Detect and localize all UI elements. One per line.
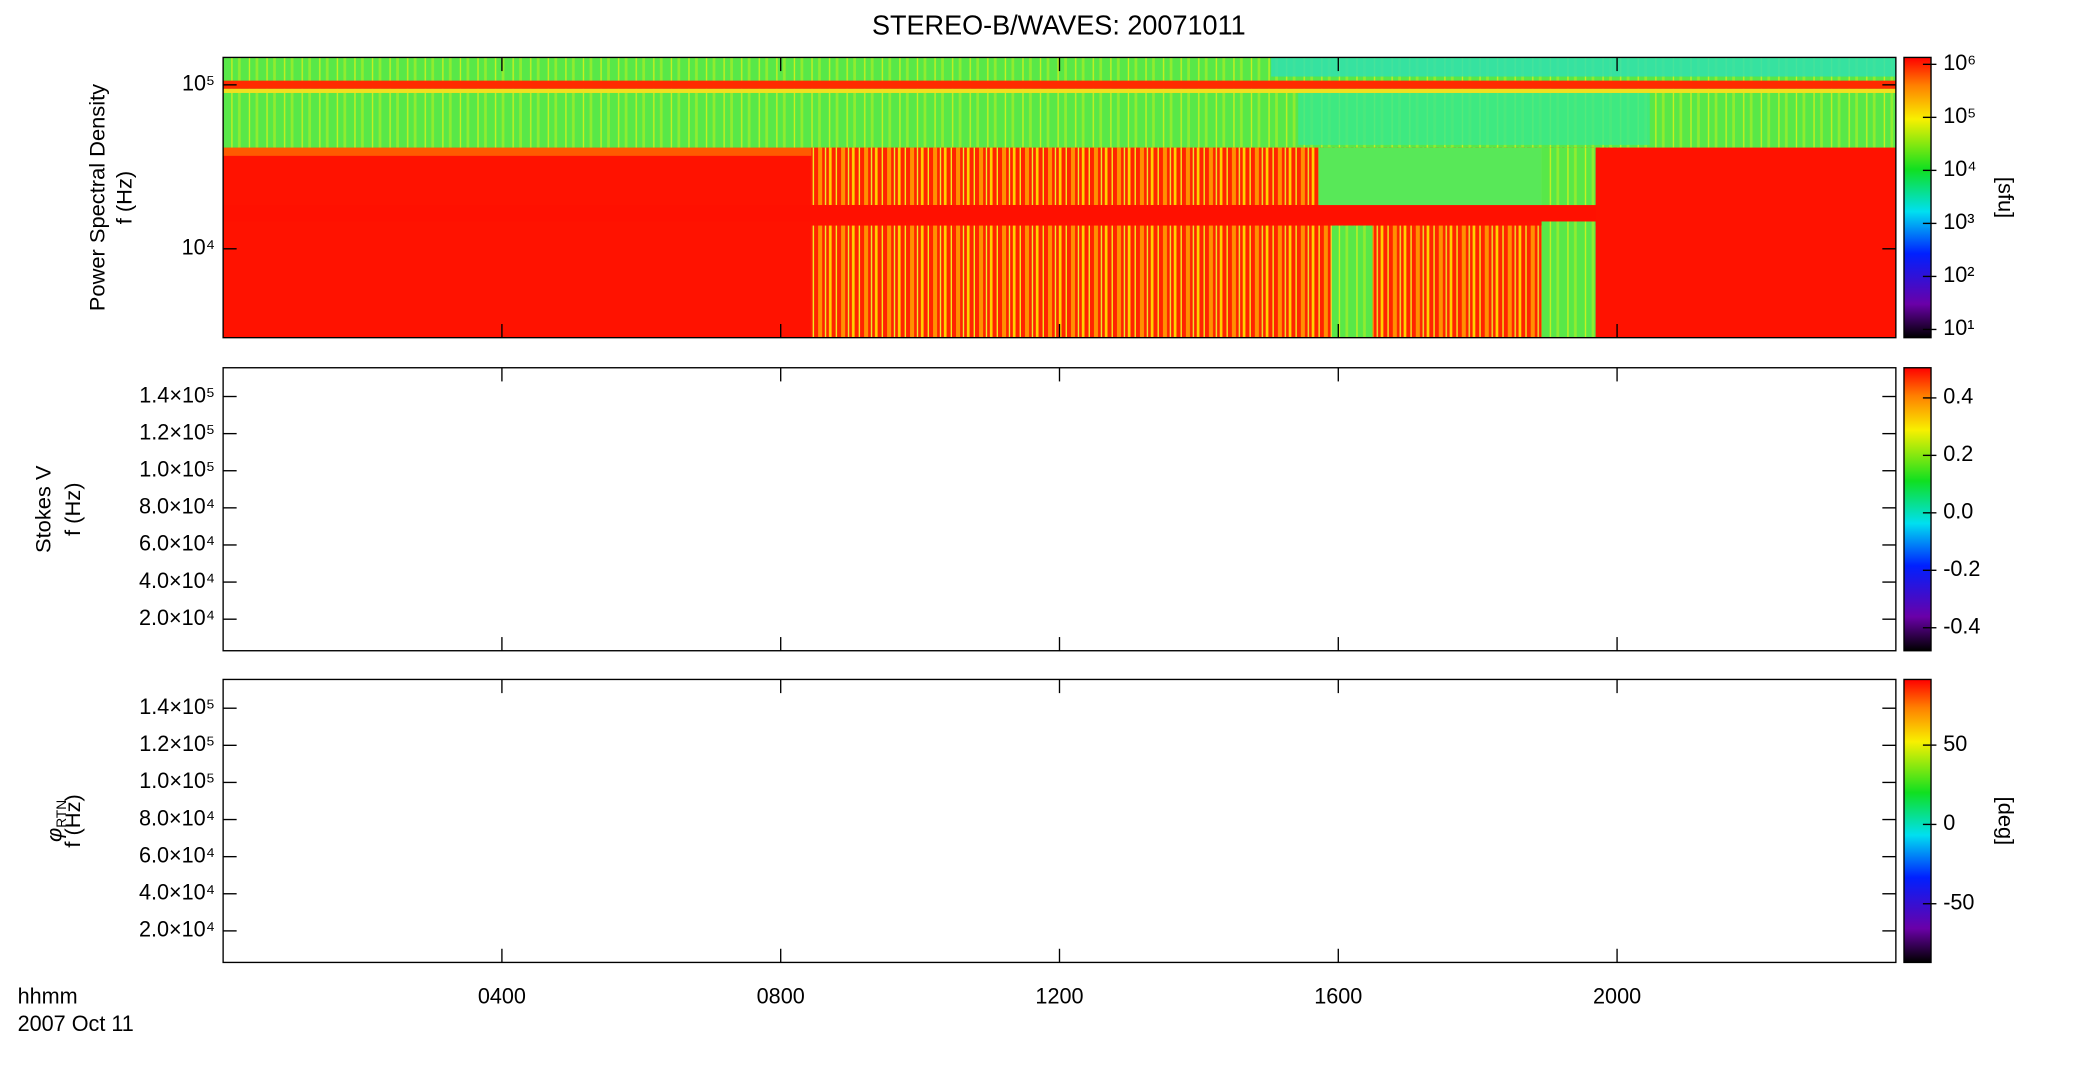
- colorbar: [1903, 57, 1932, 338]
- y-tick-label: 2.0×10⁴: [139, 605, 215, 630]
- colorbar: [1903, 679, 1932, 963]
- colorbar-tick-label: -0.4: [1943, 613, 1980, 638]
- y-tick-label: 1.2×10⁵: [139, 419, 215, 444]
- x-tick-label: 1200: [1035, 984, 1083, 1009]
- colorbar-tick-label: 10¹: [1943, 315, 1974, 340]
- plot-frame: [222, 367, 1897, 652]
- y-axis-label: Stokes V: [30, 465, 55, 553]
- y-axis-label: Power Spectral Density: [85, 84, 110, 311]
- colorbar-tick-label: 0: [1943, 810, 1955, 835]
- y-label-subscript: RTN: [54, 800, 69, 828]
- colorbar-frame: [1903, 678, 1932, 964]
- y-axis-label: f (Hz): [112, 171, 137, 224]
- colorbar-tick-label: -50: [1943, 889, 1974, 914]
- colorbar-frame: [1903, 56, 1932, 339]
- spectrogram-image: [223, 57, 1896, 338]
- x-axis-label: hhmm: [18, 984, 78, 1009]
- y-axis-label: f (Hz): [60, 483, 85, 536]
- x-tick-label: 1600: [1314, 984, 1362, 1009]
- y-tick-label: 1.4×10⁵: [139, 694, 215, 719]
- y-tick-label: 10⁴: [182, 234, 215, 259]
- y-tick-label: 10⁵: [182, 71, 215, 96]
- y-tick-label: 2.0×10⁴: [139, 917, 215, 942]
- colorbar-tick-label: -0.2: [1943, 556, 1980, 581]
- colorbar-tick-label: 10⁴: [1943, 156, 1976, 181]
- colorbar-tick-label: 10³: [1943, 209, 1974, 234]
- colorbar-tick-label: 0.0: [1943, 499, 1973, 524]
- y-tick-label: 1.0×10⁵: [139, 768, 215, 793]
- y-label-symbol: φ: [41, 828, 66, 842]
- colorbar-label: [sfu]: [1993, 177, 2018, 218]
- colorbar-tick-label: 10²: [1943, 262, 1974, 287]
- x-tick-label: 2000: [1593, 984, 1641, 1009]
- colorbar-tick-label: 0.2: [1943, 441, 1973, 466]
- colorbar-tick-label: 10⁵: [1943, 103, 1976, 128]
- colorbar-frame: [1903, 367, 1932, 652]
- y-tick-label: 6.0×10⁴: [139, 531, 215, 556]
- colorbar-tick-label: 10⁶: [1943, 50, 1976, 75]
- y-axis-label: φRTN: [41, 800, 68, 842]
- y-tick-label: 4.0×10⁴: [139, 879, 215, 904]
- y-tick-label: 1.0×10⁵: [139, 456, 215, 481]
- y-tick-label: 4.0×10⁴: [139, 568, 215, 593]
- date-label: 2007 Oct 11: [18, 1011, 134, 1036]
- x-tick-label: 0400: [478, 984, 526, 1009]
- x-tick-label: 0800: [757, 984, 805, 1009]
- colorbar-label: [deg]: [1993, 797, 2018, 846]
- colorbar-tick-label: 0.4: [1943, 384, 1973, 409]
- colorbar: [1903, 367, 1932, 651]
- y-tick-label: 8.0×10⁴: [139, 494, 215, 519]
- y-axis-label: f (Hz): [60, 794, 85, 847]
- plot-frame: [222, 678, 1897, 964]
- y-tick-label: 6.0×10⁴: [139, 842, 215, 867]
- y-tick-label: 1.4×10⁵: [139, 382, 215, 407]
- colorbar-tick-label: 50: [1943, 731, 1967, 756]
- y-tick-label: 8.0×10⁴: [139, 805, 215, 830]
- y-tick-label: 1.2×10⁵: [139, 731, 215, 756]
- chart-title: STEREO-B/WAVES: 20071011: [872, 9, 1246, 40]
